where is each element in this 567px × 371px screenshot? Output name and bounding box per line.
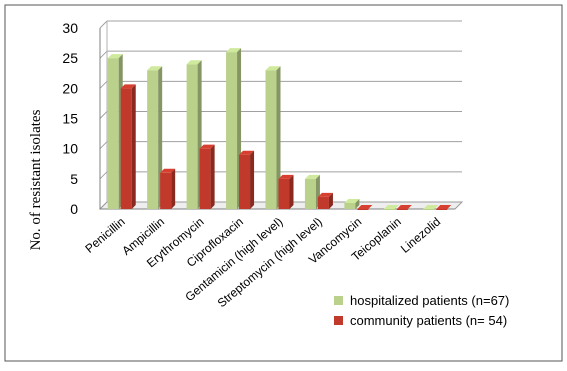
bar-side (131, 84, 136, 209)
bar-top (226, 48, 242, 53)
bar (396, 205, 412, 210)
gridline-side (99, 80, 108, 89)
y-tick-label: 30 (62, 20, 78, 36)
legend-entry: hospitalized patients (n=67) (334, 293, 509, 308)
gridline-side (99, 111, 108, 119)
bar-top (423, 205, 439, 209)
gridline-side (99, 50, 108, 59)
bar (120, 84, 136, 209)
bar-top (278, 174, 294, 179)
bar-top (436, 205, 452, 209)
bar-top (357, 205, 373, 209)
y-tick-label: 25 (62, 50, 78, 66)
legend-entry: community patients (n= 54) (334, 313, 507, 328)
legend: hospitalized patients (n=67) community pa… (334, 293, 509, 328)
bar (278, 174, 294, 209)
bar-top (396, 205, 412, 209)
bar (239, 150, 255, 209)
bar (160, 168, 176, 209)
bar (304, 174, 320, 209)
bar-top (186, 60, 202, 65)
bar-front (186, 64, 198, 209)
bar-front (120, 88, 132, 209)
gridline-side (99, 20, 108, 29)
bar-front (423, 209, 435, 210)
y-axis-label: No. of resistant isolates (28, 109, 44, 250)
legend-swatch (334, 296, 343, 305)
y-tick-label: 15 (62, 111, 78, 127)
bar-top (304, 174, 320, 179)
bar-side (328, 192, 333, 209)
bar-front (344, 202, 356, 209)
bar (226, 48, 242, 210)
bar-side (250, 150, 255, 209)
legend-label: hospitalized patients (n=67) (350, 293, 509, 308)
y-tick-label: 10 (62, 141, 78, 157)
bar-top (160, 168, 176, 173)
bar-top (120, 84, 136, 89)
bar (436, 205, 452, 210)
bar-top (344, 198, 360, 203)
bar (357, 205, 373, 210)
bar-front (265, 70, 277, 209)
bar (107, 54, 123, 209)
y-tick-label: 5 (70, 171, 78, 187)
bar (344, 198, 360, 209)
bar-front (239, 154, 251, 209)
y-tick-labels: 0 5 10 15 20 25 30 (62, 20, 78, 217)
bar-front (226, 52, 238, 210)
axes (99, 21, 455, 210)
bar-side (276, 66, 281, 209)
bar (383, 205, 399, 210)
bar-top (147, 66, 163, 71)
bar-side (210, 144, 215, 209)
bar-front (436, 209, 448, 210)
bar-front (396, 209, 408, 210)
bar-front (317, 196, 329, 209)
bar-front (383, 209, 395, 210)
bar-front (278, 178, 290, 209)
bar-top (265, 66, 281, 71)
bars (107, 48, 452, 210)
bar (317, 192, 333, 209)
bar-top (107, 54, 123, 59)
bar-top (199, 144, 215, 149)
bar-top (239, 150, 255, 155)
gridline-side (99, 141, 108, 150)
bar-side (355, 198, 360, 209)
gridline-side (99, 171, 108, 180)
bar-front (107, 58, 119, 209)
y-tick-label: 20 (62, 80, 78, 96)
bar (147, 66, 163, 209)
bar-top (317, 192, 333, 197)
legend-label: community patients (n= 54) (350, 313, 507, 328)
bar-top (383, 205, 399, 209)
bar-front (357, 209, 369, 210)
bar (186, 60, 202, 210)
y-tick-label: 0 (70, 201, 78, 217)
chart-border (4, 4, 563, 362)
bar (265, 66, 281, 209)
legend-swatch (334, 316, 343, 325)
bar-front (147, 70, 159, 209)
bar (199, 144, 215, 209)
bar-front (160, 172, 172, 209)
bar (423, 205, 439, 210)
bar-side (289, 174, 294, 209)
category-label: Linezolid (398, 215, 443, 256)
bar-front (199, 148, 211, 209)
bar-front (304, 178, 316, 209)
bar-side (171, 168, 176, 209)
